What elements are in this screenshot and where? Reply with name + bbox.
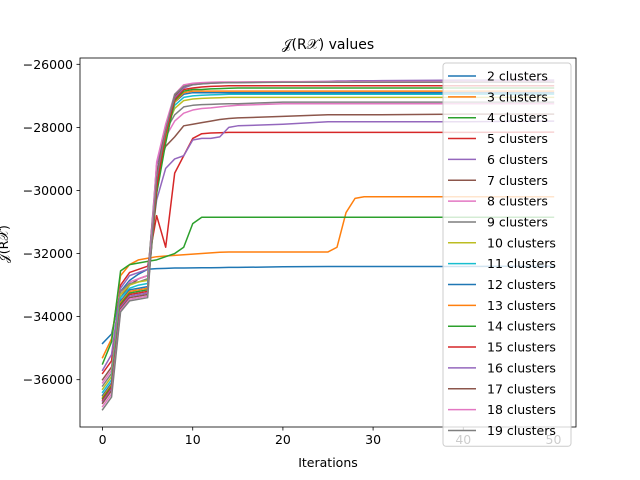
x-tick-label: 30 [365,432,381,447]
legend-label: 18 clusters [487,402,556,417]
series-line-7 [101,102,555,384]
legend: 2 clusters 3 clusters 4 clusters 5 clusters… [442,62,572,447]
series-line-13 [101,87,555,400]
legend-label: 19 clusters [487,423,556,438]
x-tick-label: 0 [99,432,107,447]
series-line-14 [101,85,555,402]
legend-label: 15 clusters [487,340,556,355]
legend-label: 8 clusters [487,194,548,209]
x-tick-label: 20 [275,432,291,447]
series-line-1 [101,265,555,345]
series-line-12 [101,90,555,399]
axes: 01020304050−36000−34000−32000−30000−2800… [23,57,577,447]
legend-label: 4 clusters [487,110,548,125]
legend-label: 12 clusters [487,277,556,292]
series-line-4 [101,131,555,375]
legend-label: 13 clusters [487,298,556,313]
series-line-18 [101,81,555,411]
y-tick-label: −28000 [23,120,73,135]
y-tick-label: −32000 [23,246,73,261]
series-line-5 [101,120,555,372]
x-axis-label: Iterations [298,455,358,470]
series-line-10 [101,93,555,394]
legend-label: 2 clusters [487,69,548,84]
legend-label: 14 clusters [487,319,556,334]
legend-label: 10 clusters [487,235,556,250]
legend-label: 7 clusters [487,173,548,188]
legend-label: 16 clusters [487,360,556,375]
y-axis-label: 𝒥(R𝒳) [0,225,11,263]
legend-label: 17 clusters [487,381,556,396]
legend-label: 9 clusters [487,214,548,229]
y-tick-label: −30000 [23,183,73,198]
chart-title: 𝒥(R𝒳) values [282,37,374,53]
legend-label: 11 clusters [487,256,556,271]
axes-frame [79,57,577,428]
series-line-3 [101,216,555,365]
y-tick-label: −34000 [23,309,73,324]
y-tick-label: −36000 [23,372,73,387]
series-line-11 [101,91,555,397]
y-tick-label: −26000 [23,57,73,72]
series-line-9 [101,96,555,391]
legend-label: 6 clusters [487,152,548,167]
legend-label: 5 clusters [487,131,548,146]
x-tick-label: 10 [185,432,201,447]
plot-lines [101,79,555,411]
legend-label: 3 clusters [487,89,548,104]
series-line-2 [101,196,555,359]
